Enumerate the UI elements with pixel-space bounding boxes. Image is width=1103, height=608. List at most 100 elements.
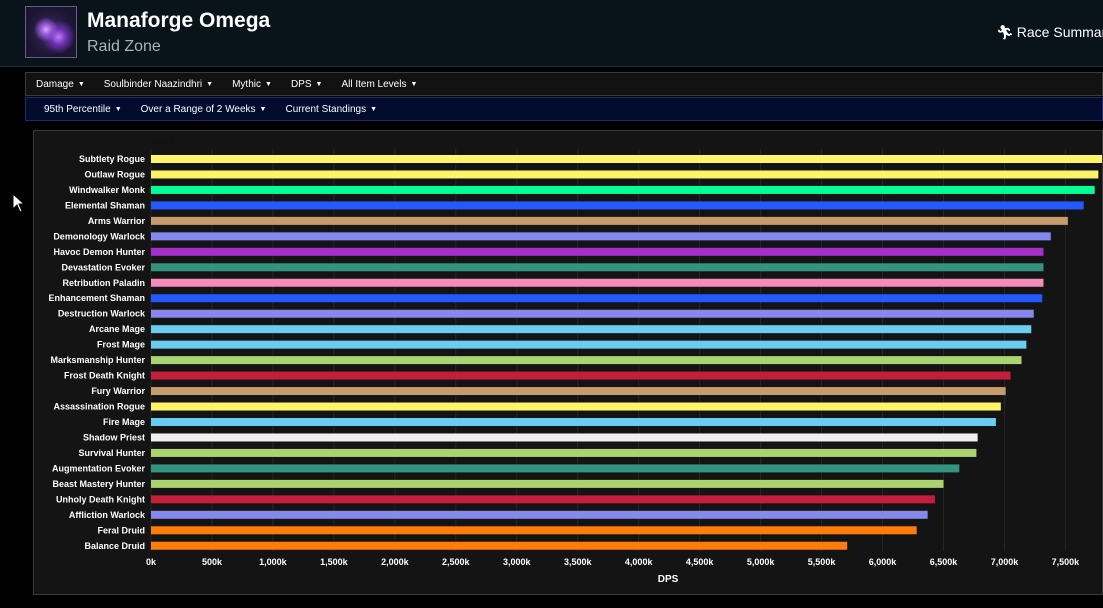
category-label: Frost Death Knight: [64, 371, 145, 381]
category-label: Shadow Priest: [83, 432, 145, 442]
metric-type-filter-dropdown[interactable]: DPS ▼: [291, 79, 323, 90]
bar[interactable]: [151, 155, 1102, 163]
bar[interactable]: [151, 325, 1032, 334]
bar[interactable]: [151, 448, 977, 457]
category-label: Augmentation Evoker: [52, 463, 146, 473]
bar[interactable]: [151, 216, 1068, 225]
bar[interactable]: [151, 294, 1043, 303]
bar[interactable]: [151, 479, 944, 488]
x-tick-label: 1,500k: [320, 557, 349, 567]
chevron-down-icon: ▼: [315, 80, 323, 88]
category-label: Subtlety Rogue: [79, 154, 145, 164]
metric-filter-dropdown[interactable]: Damage ▼: [36, 79, 85, 90]
x-tick-label: 2,000k: [381, 557, 410, 567]
zone-subtitle: Raid Zone: [87, 38, 161, 55]
bar[interactable]: [151, 417, 996, 426]
time-range-filter-dropdown[interactable]: Over a Range of 2 Weeks ▼: [141, 104, 267, 115]
category-label: Windwalker Monk: [69, 185, 146, 195]
bar[interactable]: [151, 263, 1044, 272]
bar-series: [151, 155, 1102, 550]
category-label: Enhancement Shaman: [48, 293, 145, 303]
x-tick-label: 500k: [202, 557, 223, 567]
category-label: Arms Warrior: [88, 216, 146, 226]
x-tick-label: 3,000k: [503, 557, 532, 567]
x-tick-label: 0k: [146, 557, 157, 567]
x-tick-label: 7,500k: [1052, 557, 1081, 567]
x-tick-label: 6,000k: [869, 557, 898, 567]
x-axis-title: DPS: [658, 574, 679, 585]
filter-label: Over a Range of 2 Weeks: [140, 103, 256, 115]
category-label: Fire Mage: [103, 417, 145, 427]
filter-label: Soulbinder Naazindhri: [103, 78, 203, 90]
bar[interactable]: [151, 232, 1051, 241]
zone-header: Manaforge Omega Raid Zone 🏃︎ Race Summar: [0, 0, 1103, 67]
chevron-down-icon: ▼: [114, 105, 122, 113]
bar[interactable]: [151, 201, 1084, 210]
x-tick-label: 4,500k: [686, 557, 715, 567]
bar[interactable]: [151, 433, 978, 442]
bar[interactable]: [151, 185, 1095, 194]
chevron-down-icon: ▼: [77, 80, 85, 88]
bar[interactable]: [151, 526, 917, 535]
chevron-down-icon: ▼: [259, 105, 267, 113]
category-label: Demonology Warlock: [53, 231, 146, 241]
zoom-label[interactable]: Zoom: [151, 136, 174, 146]
chevron-down-icon: ▼: [206, 80, 214, 88]
category-label: Fury Warrior: [91, 386, 145, 396]
bar[interactable]: [151, 356, 1022, 365]
bar[interactable]: [151, 278, 1044, 287]
bar[interactable]: [151, 495, 935, 504]
category-label: Retribution Paladin: [62, 278, 145, 288]
filter-label: 95th Percentile: [44, 103, 111, 115]
category-label: Arcane Mage: [89, 324, 145, 334]
mouse-pointer-icon: [12, 193, 26, 213]
filter-label: Current Standings: [285, 103, 367, 115]
category-label: Affliction Warlock: [69, 510, 146, 520]
category-label: Beast Mastery Hunter: [52, 479, 145, 489]
x-tick-label: 5,000k: [747, 557, 776, 567]
x-tick-label: 5,500k: [808, 557, 837, 567]
x-axis-ticks: 0k 500k 1,000k 1,500k 2,000k 2,500k 3,000k 3,50…: [146, 557, 1080, 567]
runner-icon: 🏃︎: [996, 24, 1014, 40]
chevron-down-icon: ▼: [370, 105, 378, 113]
raid-zone-icon: [25, 6, 77, 58]
bar[interactable]: [151, 387, 1006, 396]
category-label: Assassination Rogue: [53, 402, 145, 412]
race-summary-link[interactable]: 🏃︎ Race Summar: [996, 24, 1103, 41]
bar[interactable]: [151, 402, 1001, 411]
category-label: Devastation Evoker: [61, 262, 145, 272]
x-tick-label: 4,000k: [625, 557, 654, 567]
chevron-down-icon: ▼: [410, 80, 418, 88]
bar[interactable]: [151, 340, 1027, 349]
category-labels: Subtlety Rogue Outlaw Rogue Windwalker Mon…: [48, 154, 146, 551]
filter-label: Damage: [36, 78, 74, 90]
bar[interactable]: [151, 170, 1099, 179]
dps-chart-panel: Zoom Subtlety Rogue Outlaw Rogue Windwalke…: [33, 130, 1103, 595]
filter-bar-secondary: 95th Percentile ▼ Over a Range of 2 Weeks…: [25, 97, 1103, 121]
bar[interactable]: [151, 541, 848, 550]
filter-label: DPS: [290, 78, 312, 90]
category-label: Elemental Shaman: [65, 200, 145, 210]
x-tick-label: 3,500k: [564, 557, 593, 567]
percentile-filter-dropdown[interactable]: 95th Percentile ▼: [44, 104, 122, 115]
item-level-filter-dropdown[interactable]: All Item Levels ▼: [341, 79, 417, 90]
bar[interactable]: [151, 247, 1044, 256]
race-summary-label: Race Summar: [1016, 24, 1103, 40]
x-tick-label: 2,500k: [442, 557, 471, 567]
bar[interactable]: [151, 309, 1034, 318]
standings-filter-dropdown[interactable]: Current Standings ▼: [285, 104, 377, 115]
bar[interactable]: [151, 464, 960, 473]
category-label: Survival Hunter: [78, 448, 145, 458]
x-tick-label: 6,500k: [930, 557, 959, 567]
x-tick-label: 7,000k: [991, 557, 1020, 567]
boss-filter-dropdown[interactable]: Soulbinder Naazindhri ▼: [104, 79, 213, 90]
category-label: Feral Druid: [97, 525, 145, 535]
x-tick-label: 1,000k: [259, 557, 288, 567]
category-label: Frost Mage: [97, 340, 145, 350]
chevron-down-icon: ▼: [265, 80, 272, 88]
bar[interactable]: [151, 510, 928, 519]
difficulty-filter-dropdown[interactable]: Mythic ▼: [232, 79, 272, 90]
category-label: Havoc Demon Hunter: [53, 247, 145, 257]
filter-bar-primary: Damage ▼ Soulbinder Naazindhri ▼ Mythic ▼ D…: [25, 72, 1103, 96]
bar[interactable]: [151, 371, 1011, 380]
